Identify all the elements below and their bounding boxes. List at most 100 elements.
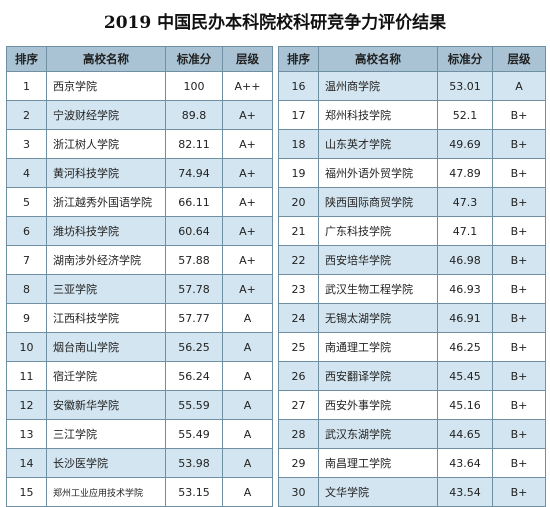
cell: 21 <box>278 216 319 246</box>
cell: B+ <box>492 332 546 362</box>
cell: 长沙医学院 <box>46 448 166 478</box>
cell: 宁波财经学院 <box>46 100 166 130</box>
row: 27 西安外事学院 45.16 B+ <box>278 390 546 420</box>
cell: 三江学院 <box>46 419 166 449</box>
header-cell: 高校名称 <box>46 46 166 72</box>
cell: 30 <box>278 477 319 507</box>
row: 20 陕西国际商贸学院 47.3 B+ <box>278 187 546 217</box>
cell: B+ <box>492 303 546 333</box>
header-cell: 排序 <box>6 46 47 72</box>
cell: 27 <box>278 390 319 420</box>
cell: 16 <box>278 71 319 101</box>
cell: 14 <box>6 448 47 478</box>
row: 8 三亚学院 57.78 A+ <box>6 274 273 304</box>
cell: A+ <box>222 187 273 217</box>
cell: B+ <box>492 274 546 304</box>
cell: 宿迁学院 <box>46 361 166 391</box>
row: 2 宁波财经学院 89.8 A+ <box>6 100 273 130</box>
cell: 57.78 <box>165 274 223 304</box>
cell: B+ <box>492 158 546 188</box>
row: 22 西安培华学院 46.98 B+ <box>278 245 546 275</box>
cell: 无锡太湖学院 <box>318 303 438 333</box>
cell: A <box>222 419 273 449</box>
cell: 江西科技学院 <box>46 303 166 333</box>
row: 15 郑州工业应用技术学院 53.15 A <box>6 477 273 507</box>
row: 9 江西科技学院 57.77 A <box>6 303 273 333</box>
cell: 烟台南山学院 <box>46 332 166 362</box>
row: 11 宿迁学院 56.24 A <box>6 361 273 391</box>
cell: 56.25 <box>165 332 223 362</box>
cell: 福州外语外贸学院 <box>318 158 438 188</box>
cell: 24 <box>278 303 319 333</box>
cell: 82.11 <box>165 129 223 159</box>
cell: B+ <box>492 477 546 507</box>
cell: 66.11 <box>165 187 223 217</box>
cell: 49.69 <box>437 129 493 159</box>
header-cell: 标准分 <box>437 46 493 72</box>
cell: 13 <box>6 419 47 449</box>
cell: A <box>222 477 273 507</box>
title: 2019 中国民办本科院校科研竞争力评价结果 <box>103 13 447 33</box>
cell: A+ <box>222 274 273 304</box>
table: 排序 高校名称 标准分 层级 16 温州商学院 53.01 A 17 郑州科技学院 52.1 B+ 18… <box>278 46 546 507</box>
cell: 6 <box>6 216 47 246</box>
cell: 17 <box>278 100 319 130</box>
cell: A+ <box>222 245 273 275</box>
cell: 广东科技学院 <box>318 216 438 246</box>
header-cell: 标准分 <box>165 46 223 72</box>
row: 5 浙江越秀外国语学院 66.11 A+ <box>6 187 273 217</box>
cell: B+ <box>492 100 546 130</box>
cell: 南通理工学院 <box>318 332 438 362</box>
cell: 55.59 <box>165 390 223 420</box>
row: 23 武汉生物工程学院 46.93 B+ <box>278 274 546 304</box>
cell: 28 <box>278 419 319 449</box>
row: 26 西安翻译学院 45.45 B+ <box>278 361 546 391</box>
cell: 100 <box>165 71 223 101</box>
row: 17 郑州科技学院 52.1 B+ <box>278 100 546 130</box>
cell: 60.64 <box>165 216 223 246</box>
cell: 安徽新华学院 <box>46 390 166 420</box>
row: 13 三江学院 55.49 A <box>6 419 273 449</box>
header-cell: 高校名称 <box>318 46 438 72</box>
cell: 45.45 <box>437 361 493 391</box>
cell: 11 <box>6 361 47 391</box>
cell: 3 <box>6 129 47 159</box>
header-row: 排序 高校名称 标准分 层级 <box>278 46 546 72</box>
row: 25 南通理工学院 46.25 B+ <box>278 332 546 362</box>
row: 3 浙江树人学院 82.11 A+ <box>6 129 273 159</box>
cell: 43.54 <box>437 477 493 507</box>
cell: B+ <box>492 390 546 420</box>
row: 4 黄河科技学院 74.94 A+ <box>6 158 273 188</box>
cell: 18 <box>278 129 319 159</box>
cell: B+ <box>492 419 546 449</box>
cell: 8 <box>6 274 47 304</box>
cell: B+ <box>492 129 546 159</box>
row: 30 文华学院 43.54 B+ <box>278 477 546 507</box>
cell: 44.65 <box>437 419 493 449</box>
header-cell: 排序 <box>278 46 319 72</box>
row: 12 安徽新华学院 55.59 A <box>6 390 273 420</box>
cell: 25 <box>278 332 319 362</box>
cell: 19 <box>278 158 319 188</box>
cell: B+ <box>492 187 546 217</box>
cell: A <box>222 390 273 420</box>
cell: 56.24 <box>165 361 223 391</box>
cell: 22 <box>278 245 319 275</box>
header-cell: 层级 <box>222 46 273 72</box>
cell: 西安翻译学院 <box>318 361 438 391</box>
cell: 三亚学院 <box>46 274 166 304</box>
cell: 46.93 <box>437 274 493 304</box>
header-cell: 层级 <box>492 46 546 72</box>
cell: A <box>222 361 273 391</box>
cell: 南昌理工学院 <box>318 448 438 478</box>
cell: 23 <box>278 274 319 304</box>
cell: 89.8 <box>165 100 223 130</box>
cell: 武汉生物工程学院 <box>318 274 438 304</box>
cell: 西安培华学院 <box>318 245 438 275</box>
cell: 47.3 <box>437 187 493 217</box>
cell: 55.49 <box>165 419 223 449</box>
row: 18 山东英才学院 49.69 B+ <box>278 129 546 159</box>
cell: 武汉东湖学院 <box>318 419 438 449</box>
cell: 52.1 <box>437 100 493 130</box>
